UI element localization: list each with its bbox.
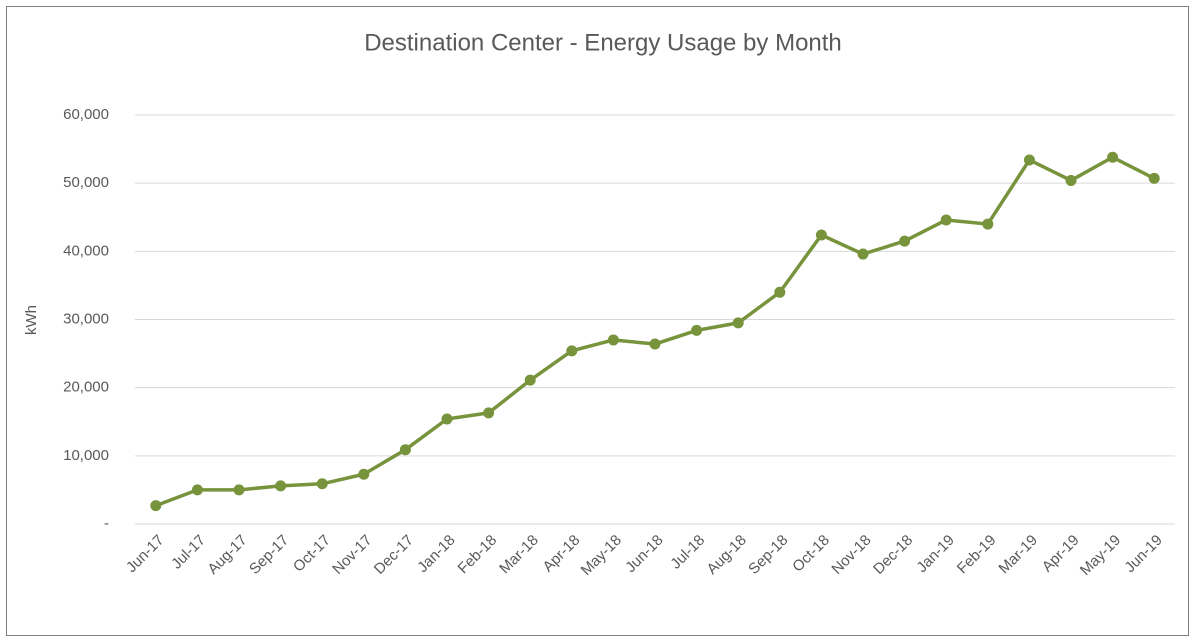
point xyxy=(483,407,495,419)
point xyxy=(150,500,162,512)
point xyxy=(275,480,287,492)
point xyxy=(982,218,994,230)
y-tick-label: 20,000 xyxy=(63,379,109,396)
chart-border xyxy=(6,6,1189,636)
point xyxy=(358,468,370,480)
y-axis-label: kWh xyxy=(23,305,40,335)
point xyxy=(732,317,744,329)
point xyxy=(774,286,786,298)
point xyxy=(1107,151,1119,163)
y-tick-label: 10,000 xyxy=(63,447,109,464)
point xyxy=(649,338,661,350)
point xyxy=(566,345,578,357)
point xyxy=(899,235,911,247)
point xyxy=(316,478,328,490)
point xyxy=(1023,154,1035,166)
point xyxy=(607,334,619,346)
point xyxy=(233,484,245,496)
point xyxy=(1065,174,1077,186)
point xyxy=(191,484,203,496)
y-tick-label: 50,000 xyxy=(63,174,109,191)
y-tick-label: 40,000 xyxy=(63,242,109,259)
point xyxy=(691,324,703,336)
point xyxy=(857,248,869,260)
point xyxy=(815,229,827,241)
point xyxy=(399,444,411,456)
y-tick-label: - xyxy=(104,515,109,532)
point xyxy=(1148,172,1160,184)
chart-title: Destination Center - Energy Usage by Mon… xyxy=(364,29,842,56)
point xyxy=(441,413,453,425)
y-tick-label: 30,000 xyxy=(63,310,109,327)
y-tick-label: 60,000 xyxy=(63,106,109,123)
point xyxy=(940,214,952,226)
point xyxy=(524,374,536,386)
